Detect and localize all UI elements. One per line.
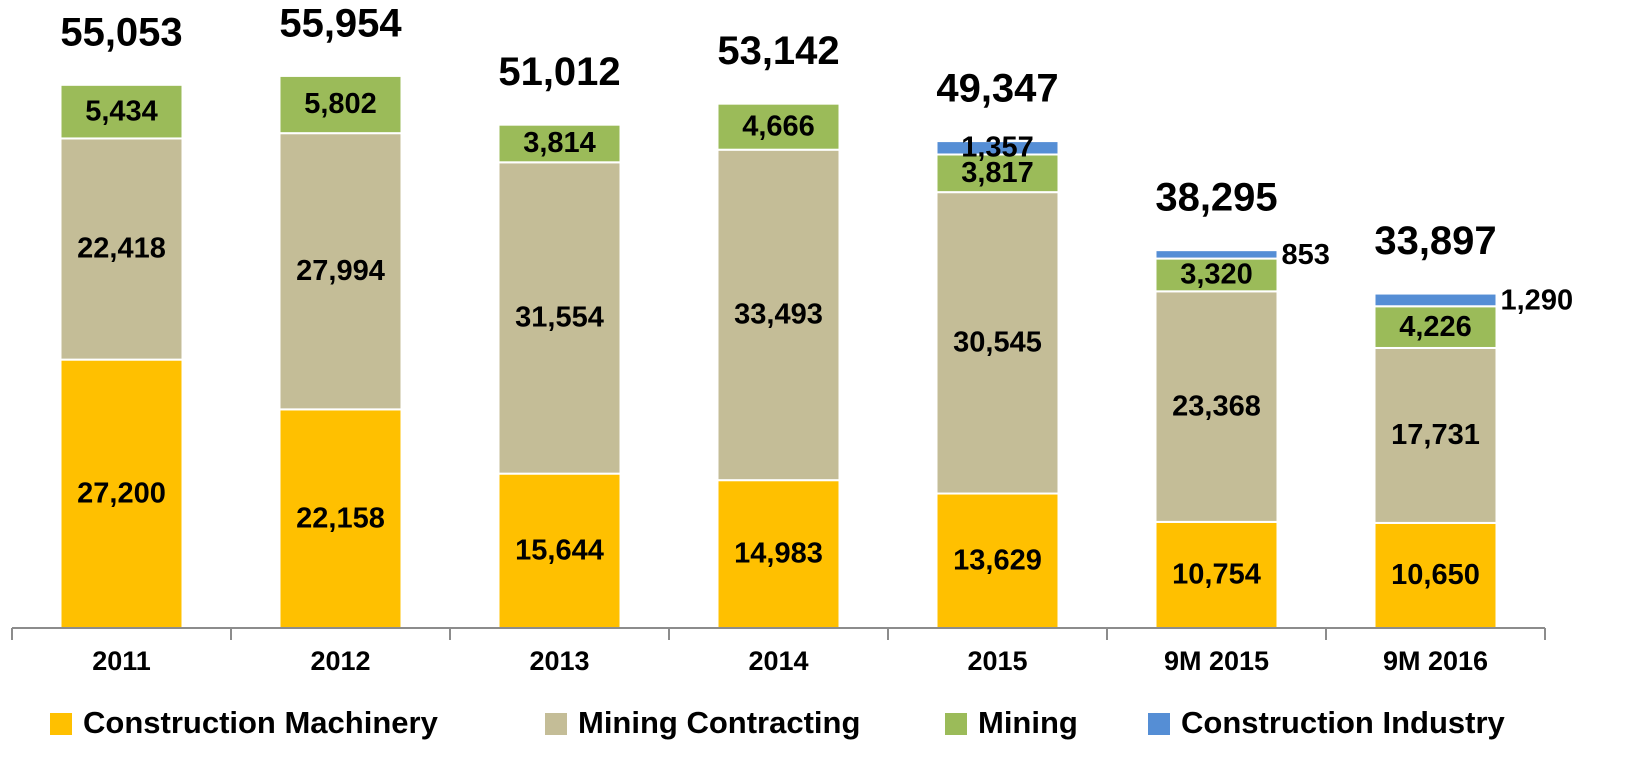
legend-swatch (50, 713, 72, 735)
bar-segment (1373, 346, 1498, 524)
bar-segment (716, 102, 841, 151)
data-label: 4,666 (742, 110, 815, 142)
x-tick-label: 2012 (310, 646, 370, 676)
x-tick-label: 9M 2015 (1164, 646, 1269, 676)
total-label: 55,954 (279, 1, 402, 45)
legend-label: Construction Machinery (83, 705, 439, 740)
data-label: 27,200 (77, 477, 166, 509)
bar-segment (497, 123, 622, 164)
bar-segment (935, 492, 1060, 629)
data-label: 31,554 (515, 302, 604, 334)
bar-segment (278, 132, 403, 411)
data-label: 4,226 (1399, 311, 1472, 343)
data-label: 17,731 (1391, 419, 1480, 451)
data-label: 1,290 (1501, 285, 1574, 317)
total-label: 49,347 (936, 67, 1058, 111)
data-label: 22,418 (77, 233, 166, 265)
data-label: 3,817 (961, 157, 1034, 189)
bar-segment (59, 358, 184, 629)
data-label: 10,650 (1391, 559, 1480, 591)
data-label: 3,814 (523, 127, 596, 159)
legend-swatch (1148, 713, 1170, 735)
bar-segment (497, 472, 622, 629)
data-label: 30,545 (953, 326, 1042, 358)
legend-label: Mining (978, 705, 1078, 740)
bar-segment (1373, 521, 1498, 629)
bar-segment (1373, 305, 1498, 349)
total-label: 33,897 (1374, 219, 1496, 263)
bar-segment (59, 83, 184, 140)
bar-segment (935, 191, 1060, 495)
bar-segment (1154, 249, 1279, 260)
bar-segment (278, 74, 403, 135)
data-label: 3,320 (1180, 259, 1253, 291)
x-tick-label: 2013 (529, 646, 589, 676)
bar-segment (1154, 290, 1279, 523)
data-label: 14,983 (734, 538, 823, 570)
data-label: 33,493 (734, 299, 823, 331)
bar-segment (1373, 292, 1498, 308)
x-tick-label: 9M 2016 (1383, 646, 1488, 676)
data-label: 1,357 (961, 131, 1034, 163)
data-label: 853 (1282, 239, 1330, 271)
data-label: 23,368 (1172, 390, 1261, 422)
x-tick-label: 2015 (967, 646, 1027, 676)
legend-label: Mining Contracting (578, 705, 860, 740)
data-label: 5,434 (85, 95, 158, 127)
data-label: 15,644 (515, 534, 604, 566)
x-tick-label: 2011 (92, 646, 151, 676)
data-label: 5,802 (304, 88, 377, 120)
data-label: 10,754 (1172, 559, 1261, 591)
legend-swatch (545, 713, 567, 735)
bar-segment (497, 161, 622, 475)
legend-label: Construction Industry (1181, 705, 1506, 740)
bar-segment (716, 148, 841, 482)
total-label: 53,142 (717, 29, 839, 73)
data-label: 13,629 (953, 544, 1042, 576)
data-label: 27,994 (296, 255, 385, 287)
data-label: 22,158 (296, 502, 385, 534)
total-label: 55,053 (60, 10, 182, 54)
x-tick-label: 2014 (748, 646, 808, 676)
total-label: 38,295 (1155, 176, 1277, 220)
bar-segment (1154, 520, 1279, 629)
bar-segment (1154, 257, 1279, 293)
legend-swatch (945, 713, 967, 735)
total-label: 51,012 (498, 50, 620, 94)
bar-segment (935, 153, 1060, 194)
bar-segment (935, 140, 1060, 156)
